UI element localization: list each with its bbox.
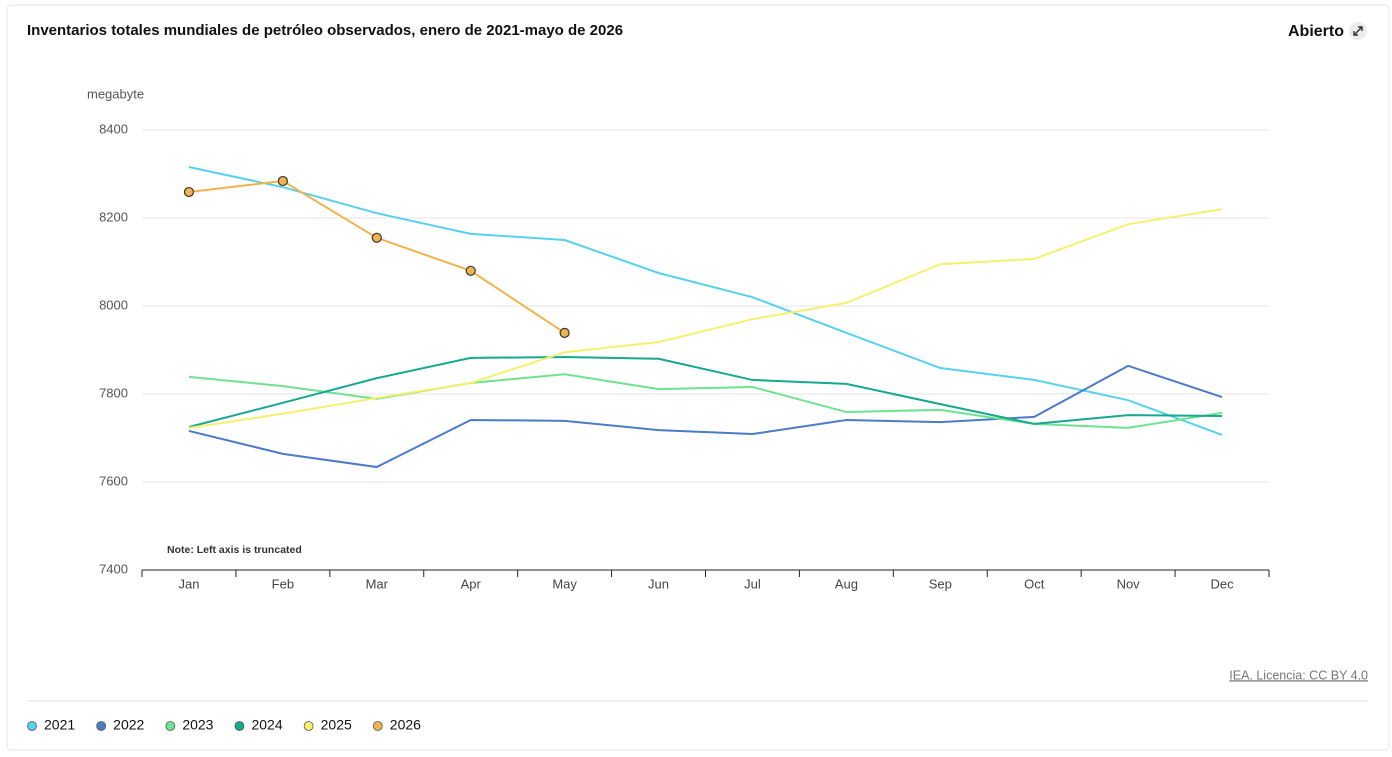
series-line bbox=[188, 208, 1223, 429]
y-axis-label: megabyte bbox=[87, 86, 144, 101]
legend-label[interactable]: 2021 bbox=[44, 717, 75, 733]
series-marker bbox=[465, 265, 476, 276]
x-tick-label: Jan bbox=[178, 576, 199, 591]
legend-label[interactable]: 2025 bbox=[321, 717, 352, 733]
legend-swatch[interactable] bbox=[96, 721, 107, 731]
series-line bbox=[188, 364, 1223, 469]
x-tick-label: Mar bbox=[366, 576, 389, 591]
series-marker bbox=[559, 327, 570, 338]
x-tick-label: Apr bbox=[461, 576, 482, 591]
y-tick-label: 8200 bbox=[99, 209, 128, 224]
legend-swatch[interactable] bbox=[234, 721, 245, 731]
x-tick-label: Jul bbox=[744, 576, 761, 591]
chart-title: Inventarios totales mundiales de petróle… bbox=[27, 22, 623, 39]
legend-label[interactable]: 2024 bbox=[251, 717, 282, 733]
series-line bbox=[188, 165, 1223, 436]
legend-swatch[interactable] bbox=[372, 721, 383, 731]
legend-swatch[interactable] bbox=[165, 721, 176, 731]
open-label[interactable]: Abierto bbox=[1288, 23, 1344, 40]
series-marker bbox=[183, 186, 195, 198]
legend-label[interactable]: 2026 bbox=[390, 717, 421, 733]
x-tick-label: Jun bbox=[648, 576, 669, 591]
x-tick-label: Oct bbox=[1024, 576, 1045, 591]
x-tick-label: Nov bbox=[1117, 576, 1141, 591]
x-tick-label: Dec bbox=[1210, 576, 1234, 591]
series-line bbox=[188, 356, 1223, 428]
card bbox=[6, 4, 1390, 751]
series-marker bbox=[277, 175, 288, 187]
legend-label[interactable]: 2022 bbox=[113, 717, 144, 733]
legend-label[interactable]: 2023 bbox=[182, 717, 213, 733]
open-icon-arrow bbox=[1353, 26, 1363, 36]
x-tick-label: Feb bbox=[272, 576, 294, 591]
y-tick-label: 8000 bbox=[99, 297, 128, 312]
y-tick-label: 8400 bbox=[99, 121, 128, 136]
legend-swatch[interactable] bbox=[27, 721, 37, 731]
y-tick-label: 7400 bbox=[99, 561, 128, 576]
series-marker bbox=[371, 232, 382, 243]
x-tick-label: May bbox=[552, 576, 577, 591]
source[interactable]: IEA. Licencia: CC BY 4.0 bbox=[1229, 668, 1368, 682]
x-tick-label: Sep bbox=[929, 576, 952, 591]
series-line bbox=[188, 373, 1223, 429]
y-tick-label: 7600 bbox=[99, 473, 128, 488]
y-tick-label: 7800 bbox=[99, 385, 128, 400]
note: Note: Left axis is truncated bbox=[167, 544, 302, 556]
x-tick-label: Aug bbox=[835, 576, 858, 591]
legend-swatch[interactable] bbox=[303, 721, 314, 731]
open-button[interactable]: Abierto bbox=[1288, 22, 1367, 40]
